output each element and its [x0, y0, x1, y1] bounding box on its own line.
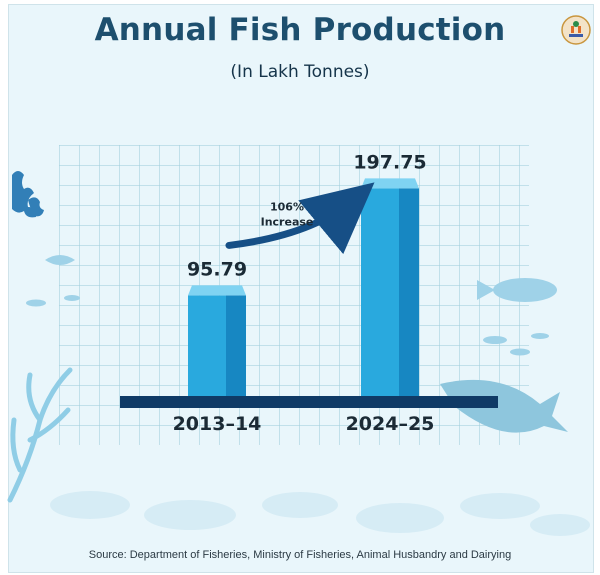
- bar-front: [361, 188, 399, 396]
- chart-title: Annual Fish Production: [94, 12, 506, 48]
- annotation-increase: Increase: [261, 215, 314, 228]
- bar-side: [226, 295, 246, 396]
- shark-icon: [440, 379, 568, 433]
- x-axis-baseline: [120, 396, 498, 408]
- growth-arrow: [225, 182, 375, 255]
- pebbles-decoration: [50, 491, 590, 536]
- government-seal-logo: [561, 15, 591, 45]
- bar-2024–25: [361, 178, 419, 396]
- value-label-2024–25: 197.75: [353, 151, 426, 173]
- small-fish-icon: [26, 255, 80, 307]
- category-label-2013–14: 2013–14: [173, 413, 262, 435]
- annotation-percent: 106%: [270, 200, 304, 213]
- bar-top: [361, 178, 419, 189]
- bar-2013–14: [188, 285, 246, 396]
- chart-subtitle: (In Lakh Tonnes): [230, 62, 370, 82]
- value-label-2013–14: 95.79: [187, 258, 247, 280]
- coral-icon: [12, 171, 44, 218]
- bar-side: [399, 188, 419, 396]
- category-label-2024–25: 2024–25: [346, 413, 435, 435]
- fish-icon: [477, 278, 557, 356]
- source-note: Source: Department of Fisheries, Ministr…: [88, 549, 512, 561]
- coral-branch-icon: [7, 367, 73, 503]
- bar-top: [188, 285, 246, 296]
- bar-front: [188, 295, 226, 396]
